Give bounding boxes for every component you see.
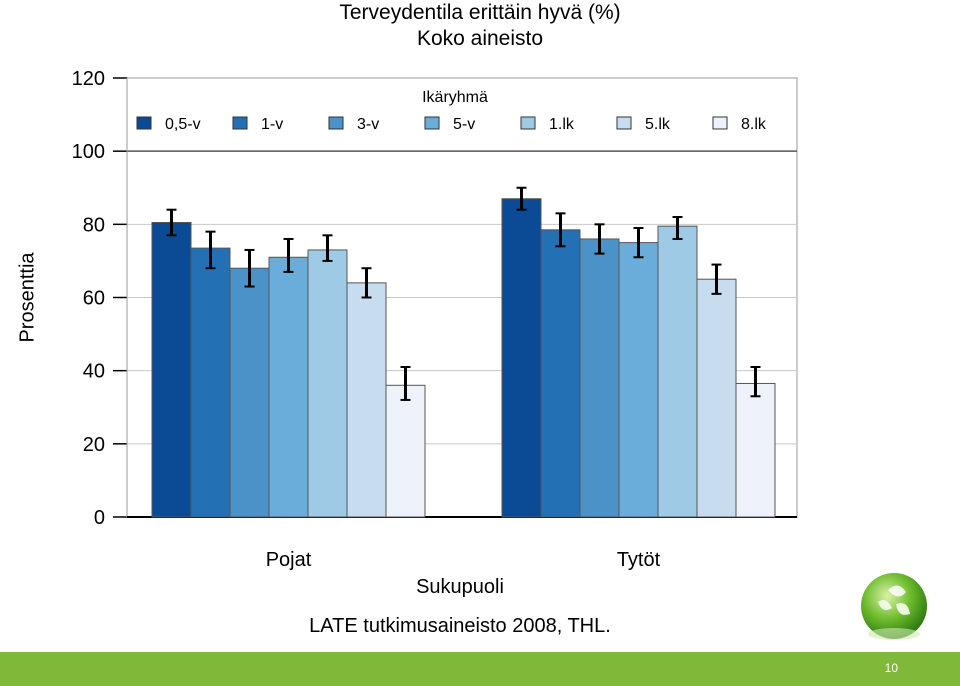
- legend-swatch: [232, 116, 248, 130]
- bar-pojat-8.lk: [385, 384, 426, 518]
- legend-label: 1-v: [261, 116, 283, 133]
- thl-logo-icon: [861, 573, 927, 640]
- bar-tytöt-1.lk: [657, 225, 698, 518]
- legend-swatch: [520, 116, 536, 130]
- bar-tytöt-3-v: [579, 238, 620, 518]
- bar-pojat-1-v: [190, 247, 231, 518]
- x-tick-label: Pojat: [266, 549, 312, 571]
- bar-pojat-5.lk: [346, 282, 387, 518]
- bar-pojat-5-v: [268, 256, 309, 518]
- legend-label: 1.lk: [549, 116, 575, 133]
- bar-chart: 0 20 40 60 80 100 120 Ikäryhmä 0,5-v 1-v 3-v 5-v 1.l…: [72, 68, 798, 598]
- y-tick-label: 60: [83, 288, 105, 310]
- legend-title: Ikäryhmä: [422, 89, 488, 106]
- x-axis-label: Sukupuoli: [416, 576, 504, 598]
- legend-label: 0,5-v: [165, 116, 201, 133]
- footer-bar: [0, 652, 960, 686]
- legend-label: 8.lk: [741, 116, 767, 133]
- legend-label: 5-v: [453, 116, 475, 133]
- legend-swatch: [616, 116, 632, 130]
- legend-label: 3-v: [357, 116, 379, 133]
- bar-tytöt-0,5-v: [501, 198, 542, 518]
- y-tick-label: 0: [94, 507, 105, 529]
- chart-title: Terveydentila erittäin hyvä (%): [339, 1, 621, 24]
- bar-pojat-3-v: [229, 267, 270, 518]
- legend-swatch: [136, 116, 152, 130]
- legend-label: 5.lk: [645, 116, 671, 133]
- y-tick-label: 20: [83, 434, 105, 456]
- bar-tytöt-8.lk: [735, 382, 776, 518]
- legend-swatch: [424, 116, 440, 130]
- chart-subtitle: Koko aineisto: [416, 27, 544, 50]
- page-number: 10: [884, 661, 898, 675]
- bar-tytöt-5.lk: [696, 278, 737, 518]
- y-tick-label: 80: [83, 214, 105, 236]
- y-tick-label: 40: [83, 361, 105, 383]
- bar-pojat-1.lk: [307, 249, 348, 518]
- bar-tytöt-5-v: [618, 242, 659, 518]
- bar-tytöt-1-v: [540, 229, 581, 518]
- source-note: LATE tutkimusaineisto 2008, THL.: [309, 615, 611, 637]
- bar-pojat-0,5-v: [151, 222, 192, 518]
- x-tick-label: Tytöt: [617, 549, 661, 571]
- y-tick-label: 100: [72, 141, 105, 163]
- legend-swatch: [712, 116, 728, 130]
- y-tick-label: 120: [72, 68, 105, 90]
- legend-swatch: [328, 116, 344, 130]
